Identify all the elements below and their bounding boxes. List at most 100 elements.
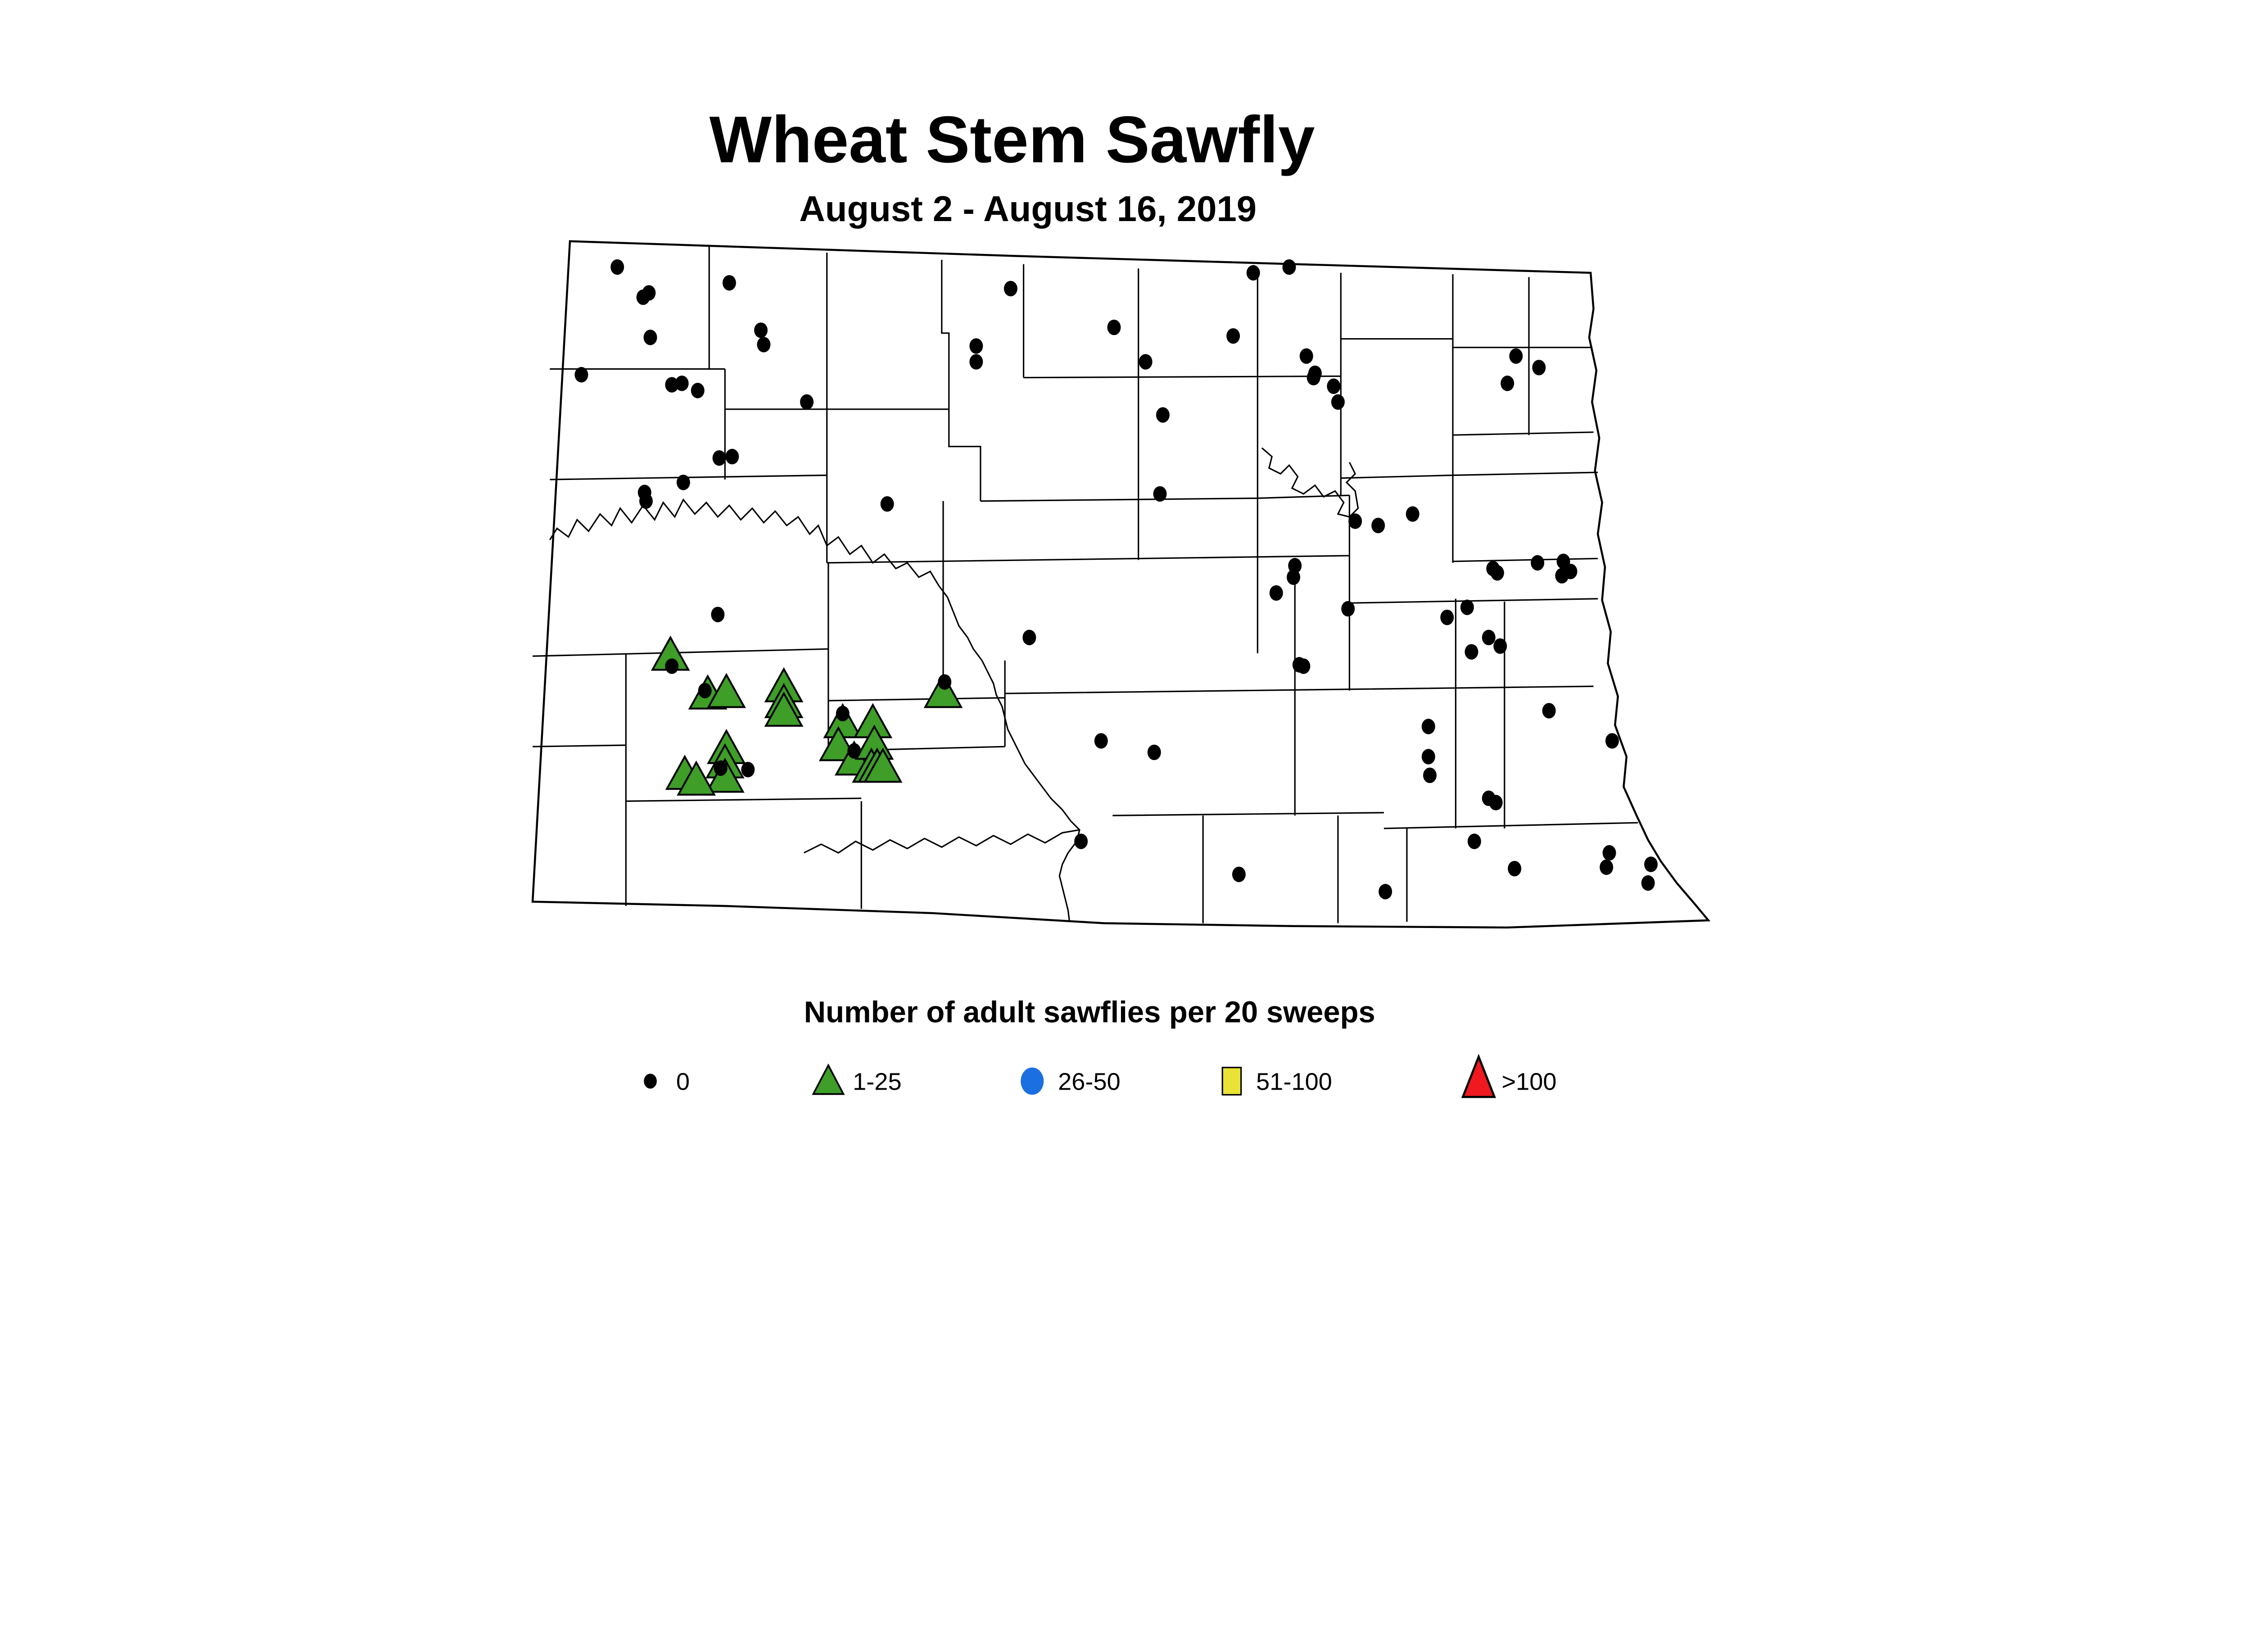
- county-boundaries: [532, 245, 1638, 923]
- sample-point-dot-0: [642, 285, 656, 301]
- sample-point-dot-0: [691, 383, 705, 398]
- sample-point-dot-0: [1465, 644, 1478, 660]
- legend-label: 0: [676, 1068, 690, 1095]
- sample-point-dot-0: [714, 760, 728, 776]
- sample-point-dot-0: [1493, 638, 1507, 654]
- sample-point-dot-0: [676, 475, 690, 490]
- sample-point-dot-0: [665, 658, 679, 674]
- sample-point-dot-0: [938, 674, 952, 690]
- sample-point-triangle-1-25: [923, 673, 963, 708]
- sample-point-triangle-1-25: [764, 691, 804, 727]
- sample-point-dot-0: [1139, 354, 1153, 370]
- legend-square-icon: [1221, 1067, 1242, 1096]
- sample-point-dot-0: [665, 377, 679, 393]
- sample-point-dot-0: [1022, 629, 1036, 646]
- sample-point-dot-0: [1605, 733, 1619, 749]
- sample-point-dot-0: [1107, 319, 1121, 335]
- sample-point-dot-0: [1532, 360, 1546, 376]
- sample-point-dot-0: [1501, 376, 1514, 391]
- sample-point-dot-0: [847, 743, 861, 759]
- sample-point-triangle-1-25: [677, 760, 716, 796]
- legend-triangle-icon: [812, 1063, 845, 1095]
- sample-point-dot-0: [1153, 486, 1167, 502]
- sample-point-dot-0: [675, 376, 689, 391]
- sample-point-dot-0: [1074, 833, 1088, 849]
- sample-point-dot-0: [1003, 281, 1017, 297]
- sample-point-dot-0: [711, 606, 725, 623]
- legend-dot-icon: [644, 1073, 657, 1089]
- sample-point-dot-0: [1297, 658, 1311, 674]
- sample-point-dot-0: [1555, 568, 1569, 584]
- legend-large-triangle-icon: [1461, 1054, 1496, 1098]
- sample-point-dot-0: [1542, 703, 1556, 719]
- devils-lake: [1261, 447, 1359, 518]
- sample-point-dot-0: [574, 367, 588, 383]
- sample-point-dot-0: [880, 496, 894, 512]
- sample-point-dot-0: [1299, 348, 1313, 364]
- sample-point-dot-0: [1379, 884, 1392, 900]
- sample-point-dot-0: [1490, 565, 1504, 581]
- cannonball-river: [804, 829, 1080, 854]
- sample-point-dot-0: [741, 761, 755, 778]
- sample-point-dot-0: [1460, 599, 1474, 616]
- sample-point-dot-0: [1641, 875, 1655, 891]
- sample-point-dot-0: [1306, 370, 1320, 385]
- wheat-stem-sawfly-map-page: Wheat Stem Sawfly August 2 - August 16, …: [531, 102, 1711, 1098]
- sample-point-dot-0: [1440, 609, 1454, 625]
- nd-county-map: 0 1-25 26-50 51-100 >100: [531, 240, 1711, 1098]
- sample-point-dot-0: [1147, 744, 1161, 760]
- sample-point-dot-0: [1421, 749, 1435, 765]
- sample-point-dot-0: [1644, 856, 1658, 872]
- sample-point-dot-0: [698, 683, 712, 699]
- sample-points-layer: [574, 259, 1658, 900]
- sample-point-dot-0: [610, 259, 624, 275]
- sample-point-dot-0: [1246, 265, 1260, 281]
- sample-point-dot-0: [643, 330, 657, 345]
- sample-point-dot-0: [1288, 558, 1302, 574]
- sample-point-dot-0: [1600, 859, 1614, 875]
- sample-point-dot-0: [754, 322, 768, 338]
- sample-point-dot-0: [1406, 506, 1419, 522]
- sample-point-dot-0: [639, 493, 653, 509]
- sample-point-triangle-1-25: [705, 757, 745, 793]
- sample-point-triangle-1-25: [863, 747, 903, 783]
- sample-point-triangle-1-25: [707, 673, 746, 708]
- legend-circle-icon: [1021, 1067, 1044, 1095]
- sample-point-dot-0: [1482, 629, 1496, 646]
- legend-label: 51-100: [1256, 1068, 1332, 1095]
- sample-point-dot-0: [1348, 513, 1362, 529]
- sample-point-dot-0: [1509, 348, 1523, 364]
- state-outline: [531, 240, 1711, 929]
- sample-point-dot-0: [1232, 866, 1246, 883]
- sample-point-dot-0: [969, 354, 983, 370]
- sample-point-triangle-1-25: [818, 726, 858, 761]
- sample-point-dot-0: [1421, 719, 1435, 734]
- page-subtitle: August 2 - August 16, 2019: [799, 189, 1257, 230]
- legend-label: 26-50: [1058, 1068, 1121, 1095]
- missouri-river: [549, 498, 1080, 922]
- sample-point-dot-0: [1331, 394, 1345, 410]
- sample-point-dot-0: [1156, 407, 1170, 423]
- legend-heading: Number of adult sawflies per 20 sweeps: [804, 996, 1375, 1030]
- sample-point-dot-0: [1531, 555, 1545, 571]
- sample-point-dot-0: [1467, 833, 1481, 849]
- sample-point-dot-0: [1287, 569, 1301, 585]
- sample-point-dot-0: [836, 706, 850, 722]
- sample-point-dot-0: [800, 394, 814, 410]
- sample-point-dot-0: [712, 450, 726, 466]
- sample-point-dot-0: [1226, 328, 1240, 344]
- sample-point-dot-0: [1602, 845, 1616, 861]
- sample-point-dot-0: [1282, 259, 1296, 275]
- sample-point-dot-0: [1327, 378, 1341, 394]
- sample-point-dot-0: [1094, 733, 1108, 749]
- sample-point-dot-0: [1269, 585, 1283, 601]
- sample-point-dot-0: [1508, 860, 1522, 877]
- page-title: Wheat Stem Sawfly: [709, 102, 1315, 177]
- legend-label: >100: [1501, 1068, 1556, 1095]
- sample-point-dot-0: [1423, 767, 1437, 783]
- sample-point-dot-0: [969, 338, 983, 354]
- sample-point-dot-0: [1371, 517, 1385, 534]
- sample-point-dot-0: [722, 275, 736, 291]
- sample-point-dot-0: [725, 448, 739, 465]
- sample-point-dot-0: [1489, 795, 1503, 810]
